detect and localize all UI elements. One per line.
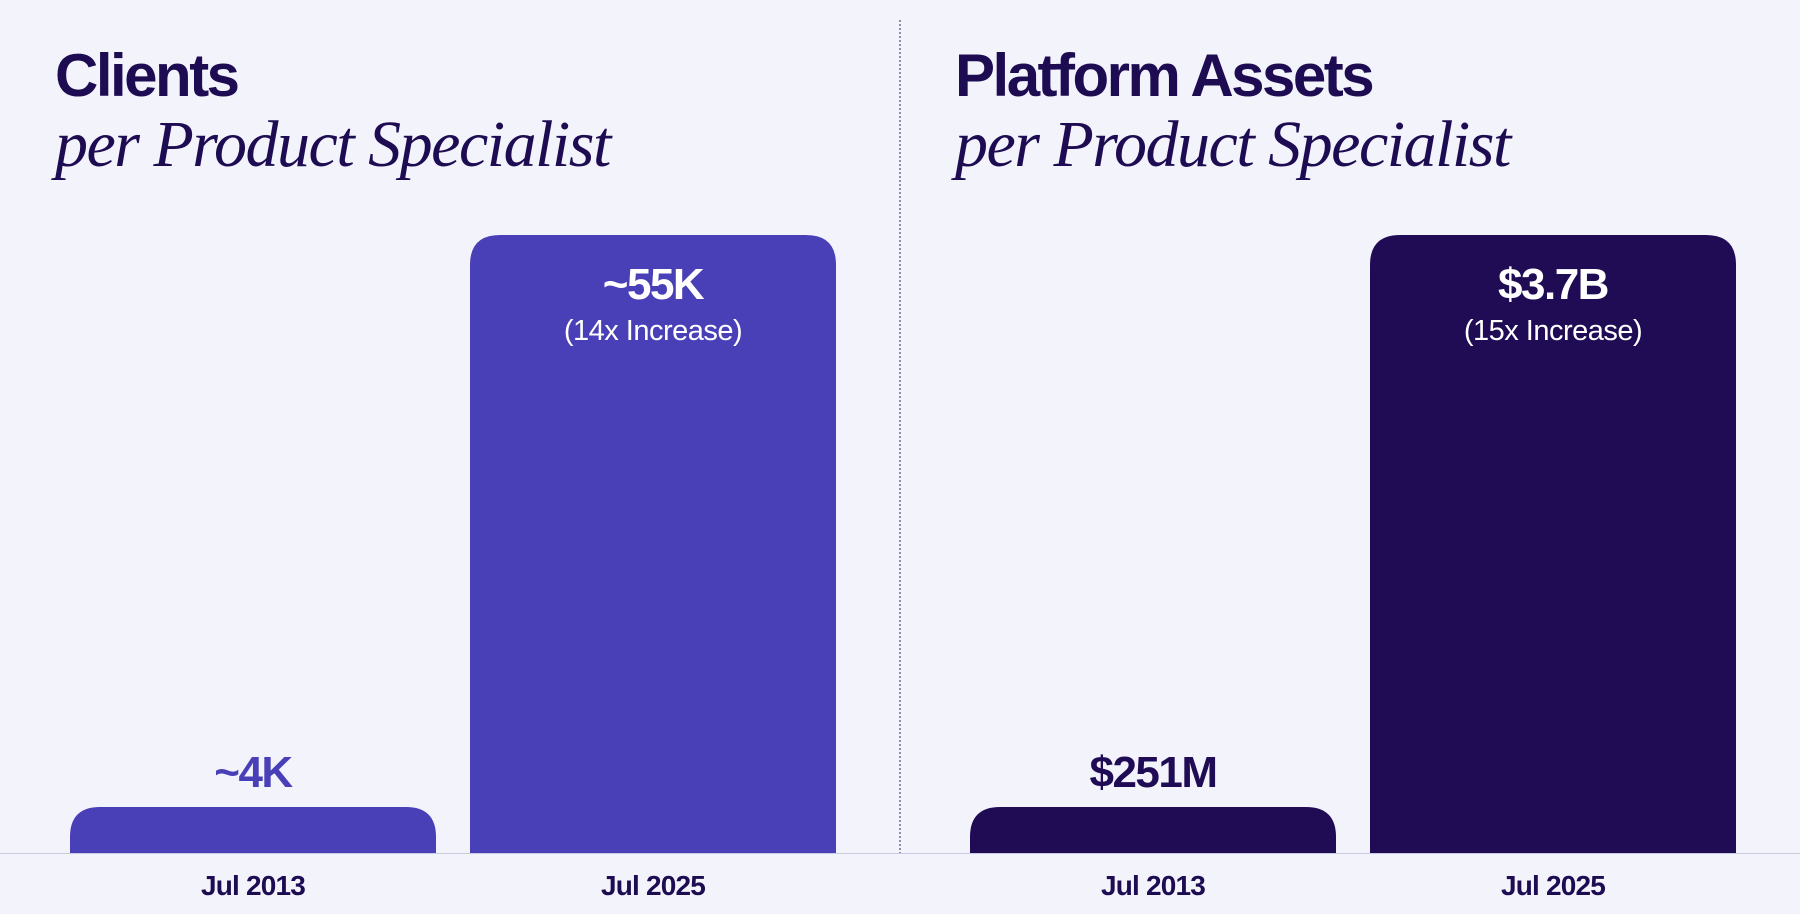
assets-x-tick-2013: Jul 2013 — [1101, 870, 1205, 901]
clients-chart-title: Clients — [55, 42, 240, 109]
assets-chart-title: Platform Assets — [955, 42, 1375, 109]
assets-increase-note: (15x Increase) — [1464, 315, 1642, 347]
clients-value-label-2025: ~55K — [603, 260, 705, 309]
assets-chart-subtitle: per Product Specialist — [955, 108, 1511, 181]
clients-bar-2013 — [70, 807, 436, 853]
clients-bar-chart: ~4K Jul 2013 ~55K (14x Increase) Jul 2025 — [70, 235, 836, 901]
assets-chart-panel: Platform Assets per Product Specialist $… — [900, 0, 1800, 914]
clients-x-tick-2013: Jul 2013 — [201, 870, 305, 901]
assets-bar-2013 — [970, 807, 1336, 853]
clients-chart-panel: Clients per Product Specialist ~4K Jul 20… — [55, 40, 836, 901]
clients-bar-2025 — [470, 235, 836, 853]
clients-x-tick-2025: Jul 2025 — [601, 870, 705, 901]
clients-value-label-2013: ~4K — [214, 748, 293, 797]
chart-baseline — [0, 853, 1800, 854]
clients-chart-subtitle: per Product Specialist — [55, 108, 611, 181]
clients-title-block: Clients per Product Specialist — [55, 40, 611, 181]
assets-bar-2025 — [1370, 235, 1736, 853]
assets-bar-chart: $251M Jul 2013 $3.7B (15x Increase) Jul 2025 — [970, 235, 1736, 901]
clients-increase-note: (14x Increase) — [564, 315, 742, 347]
assets-value-label-2013: $251M — [1089, 748, 1216, 797]
panel-divider — [899, 20, 901, 854]
assets-value-label-2025: $3.7B — [1498, 260, 1608, 309]
assets-x-tick-2025: Jul 2025 — [1501, 870, 1605, 901]
assets-title-block: Platform Assets per Product Specialist — [955, 40, 1511, 181]
